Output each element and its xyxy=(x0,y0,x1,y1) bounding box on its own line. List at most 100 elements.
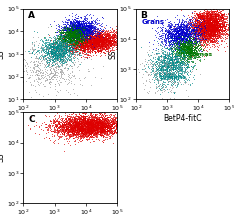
Point xyxy=(93,44,97,47)
Point xyxy=(89,135,93,138)
Point xyxy=(211,7,215,11)
Point xyxy=(68,129,72,132)
Point xyxy=(99,126,103,129)
Point xyxy=(181,45,184,49)
Point xyxy=(88,35,91,39)
Point xyxy=(176,17,179,21)
Point xyxy=(196,20,199,24)
Point xyxy=(97,126,100,130)
Point xyxy=(206,23,210,27)
Point xyxy=(181,52,185,55)
Point xyxy=(191,27,195,30)
Point xyxy=(78,116,82,119)
Point xyxy=(71,41,74,44)
Point xyxy=(102,35,106,38)
Point xyxy=(97,42,101,46)
Point xyxy=(107,130,110,133)
Point xyxy=(59,30,63,33)
Point xyxy=(92,41,96,45)
Point xyxy=(93,21,97,24)
Point xyxy=(175,30,178,33)
Point xyxy=(88,127,91,131)
Point xyxy=(93,131,97,134)
Point xyxy=(85,39,89,42)
Point xyxy=(86,128,90,131)
Point xyxy=(206,31,210,34)
Point xyxy=(70,37,74,40)
Point xyxy=(64,25,67,28)
Point xyxy=(65,126,69,130)
Point xyxy=(173,46,177,50)
Point xyxy=(95,31,99,35)
Point xyxy=(211,28,215,31)
Point xyxy=(97,129,101,133)
Point xyxy=(85,126,89,129)
Point xyxy=(52,54,56,58)
Point xyxy=(82,126,86,130)
Point xyxy=(93,34,97,37)
Point xyxy=(217,30,221,33)
Point xyxy=(212,19,216,23)
Point xyxy=(205,39,209,43)
Point xyxy=(86,26,90,29)
Point xyxy=(179,26,183,30)
Point xyxy=(78,41,82,45)
Point xyxy=(86,120,90,124)
Point xyxy=(181,34,185,38)
Point xyxy=(104,34,108,37)
Point xyxy=(73,46,77,50)
Point xyxy=(200,29,204,32)
Point xyxy=(174,42,178,46)
Point xyxy=(47,53,51,56)
Point xyxy=(71,121,75,125)
Point xyxy=(200,38,204,41)
Point xyxy=(82,128,86,132)
Point xyxy=(83,114,86,118)
Point xyxy=(118,42,121,46)
Point xyxy=(93,129,96,132)
Point xyxy=(89,16,93,20)
Point xyxy=(172,35,176,39)
Point xyxy=(159,78,163,81)
Point xyxy=(88,29,92,32)
Point xyxy=(66,115,69,119)
Point xyxy=(65,43,69,46)
Point xyxy=(101,123,105,126)
Point xyxy=(202,30,206,34)
Point xyxy=(112,33,116,37)
Point xyxy=(179,49,183,52)
Point xyxy=(172,38,176,41)
Point xyxy=(216,30,219,33)
Point xyxy=(95,123,99,126)
Point xyxy=(74,47,77,51)
Point xyxy=(168,46,172,49)
Point xyxy=(71,30,75,33)
Point xyxy=(91,124,95,128)
Point xyxy=(94,118,97,121)
Point xyxy=(190,27,193,31)
Point xyxy=(176,46,180,49)
Point xyxy=(71,121,75,124)
Point xyxy=(95,125,99,128)
Point xyxy=(63,56,67,60)
Point xyxy=(116,122,120,125)
Point xyxy=(75,35,79,38)
Point xyxy=(96,108,100,112)
Point xyxy=(95,41,99,45)
Point xyxy=(185,46,188,49)
Point xyxy=(90,125,94,128)
Point xyxy=(66,128,69,131)
Point xyxy=(186,44,190,48)
Point xyxy=(68,39,72,42)
Point xyxy=(151,71,155,75)
Point xyxy=(187,49,190,52)
Point xyxy=(217,22,220,26)
Point xyxy=(72,124,76,128)
Point xyxy=(84,129,88,132)
Point xyxy=(49,49,53,53)
Point xyxy=(81,41,85,44)
Point xyxy=(165,77,169,81)
Point xyxy=(103,33,107,36)
Point xyxy=(191,36,195,40)
Point xyxy=(185,41,189,45)
